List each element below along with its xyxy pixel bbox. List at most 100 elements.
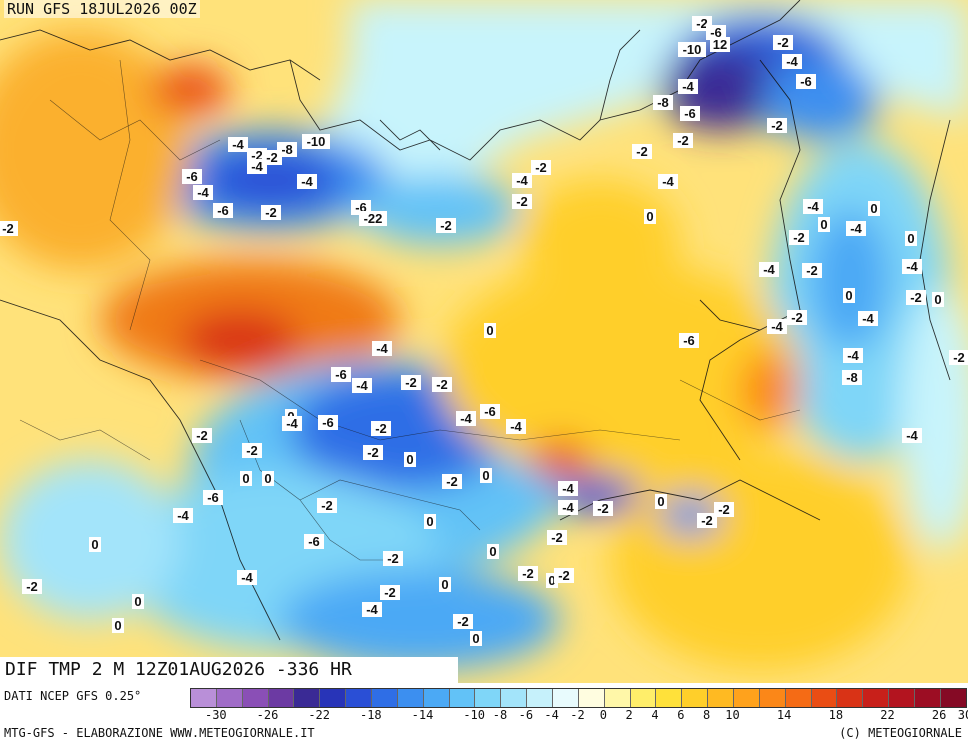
- credit-line: MTG-GFS - ELABORAZIONE WWW.METEOGIORNALE…: [4, 726, 315, 740]
- contour-value-label: -4: [771, 319, 783, 334]
- legend-swatch: [863, 689, 890, 707]
- contour-label-bg: [512, 194, 532, 209]
- contour-label-bg: [203, 490, 223, 505]
- legend-swatch: [216, 689, 243, 707]
- legend-swatch: [708, 689, 735, 707]
- contour-label-bg: [932, 292, 944, 307]
- contour-label-bg: [858, 311, 878, 326]
- contour-label-bg: [678, 42, 706, 57]
- contour-label-bg: [484, 323, 496, 338]
- contour-value-label: -2: [558, 568, 570, 583]
- contour-label-bg: [767, 319, 787, 334]
- contour-value-label: 0: [472, 631, 479, 646]
- contour-value-label: -6: [800, 74, 812, 89]
- contour-label-bg: [905, 231, 917, 246]
- contour-value-label: -2: [522, 566, 534, 581]
- data-source: DATI NCEP GFS 0.25°: [4, 689, 142, 703]
- legend-swatch: [889, 689, 916, 707]
- contour-label-bg: [679, 333, 699, 348]
- legend-swatch: [682, 689, 709, 707]
- contour-label-bg: [404, 452, 416, 467]
- contour-value-label: -2: [793, 230, 805, 245]
- legend-swatch: [578, 689, 605, 707]
- contour-label-bg: [318, 415, 338, 430]
- contour-value-label: -2: [246, 443, 258, 458]
- contour-value-label: 0: [934, 292, 941, 307]
- contour-label-bg: [480, 404, 500, 419]
- contour-label-bg: [304, 534, 324, 549]
- contour-label-bg: [710, 37, 730, 52]
- legend-tick-label: 6: [677, 708, 685, 722]
- contour-value-label: -2: [266, 150, 278, 165]
- contour-value-label: -6: [335, 367, 347, 382]
- legend-tick-label: 26: [931, 708, 947, 722]
- legend-tick-label: 8: [703, 708, 711, 722]
- legend-tick-label: 4: [651, 708, 659, 722]
- legend-swatch: [811, 689, 838, 707]
- contour-label-bg: [547, 530, 567, 545]
- contour-label-bg: [593, 501, 613, 516]
- legend-tick-label: -4: [544, 708, 559, 722]
- contour-label-bg: [424, 514, 436, 529]
- contour-label-bg: [432, 377, 452, 392]
- contour-label-bg: [317, 498, 337, 513]
- coastlines: [0, 0, 951, 641]
- contour-value-label: -2: [771, 118, 783, 133]
- legend-swatch: [734, 689, 760, 707]
- contour-value-label: -2: [384, 585, 396, 600]
- contour-value-label: 0: [242, 471, 249, 486]
- contour-label-bg: [470, 631, 482, 646]
- contour-label-bg: [182, 169, 202, 184]
- legend-tick-label: -6: [518, 708, 534, 722]
- contour-label-bg: [789, 230, 809, 245]
- contour-label-bg: [655, 494, 667, 509]
- contour-value-label: -6: [684, 106, 696, 121]
- legend-swatch: [346, 689, 373, 707]
- legend-swatch: [501, 689, 528, 707]
- contour-value-label: -2: [910, 290, 922, 305]
- contour-label-bg: [193, 185, 213, 200]
- contour-value-label: -4: [562, 500, 574, 515]
- contour-value-label: 0: [134, 594, 141, 609]
- contour-value-label: -4: [906, 259, 918, 274]
- contour-label-bg: [680, 106, 700, 121]
- contour-value-label: 0: [489, 544, 496, 559]
- contour-value-label: -4: [286, 416, 298, 431]
- contour-label-bg: [383, 551, 403, 566]
- contour-value-label: -6: [683, 333, 695, 348]
- legend-tick-label: 2: [625, 708, 633, 722]
- legend-swatch: [656, 689, 683, 707]
- legend-tick-label: -14: [411, 708, 434, 722]
- contour-label-bg: [518, 566, 538, 581]
- contour-value-label: -2: [26, 579, 38, 594]
- contour-label-bg: [658, 174, 678, 189]
- contour-value-label: -6: [217, 203, 229, 218]
- contour-label-bg: [213, 203, 233, 218]
- contour-label-bg: [352, 378, 372, 393]
- contour-value-label: -2: [265, 205, 277, 220]
- contour-label-bg: [282, 416, 302, 431]
- contour-value-label: -8: [281, 142, 293, 157]
- legend-swatch: [553, 689, 579, 707]
- legend-swatch: [449, 689, 476, 707]
- contour-label-bg: [706, 25, 726, 40]
- contour-label-bg: [759, 262, 779, 277]
- contour-value-label: 0: [907, 231, 914, 246]
- legend-swatch: [759, 689, 786, 707]
- legend-swatch: [630, 689, 657, 707]
- contour-value-label: -4: [763, 262, 775, 277]
- contour-value-label: -6: [308, 534, 320, 549]
- contour-value-label: 0: [441, 577, 448, 592]
- contour-label-bg: [132, 594, 144, 609]
- contour-value-label: -2: [375, 421, 387, 436]
- legend-swatch: [372, 689, 398, 707]
- legend-swatch: [785, 689, 812, 707]
- contour-value-label: -4: [807, 199, 819, 214]
- legend-swatch: [242, 689, 269, 707]
- contour-value-label: -4: [241, 570, 253, 585]
- legend-swatch: [191, 689, 217, 707]
- contour-label-bg: [644, 209, 656, 224]
- contour-label-bg: [949, 350, 968, 365]
- contour-value-label: -2: [196, 428, 208, 443]
- contour-label-bg: [558, 500, 578, 515]
